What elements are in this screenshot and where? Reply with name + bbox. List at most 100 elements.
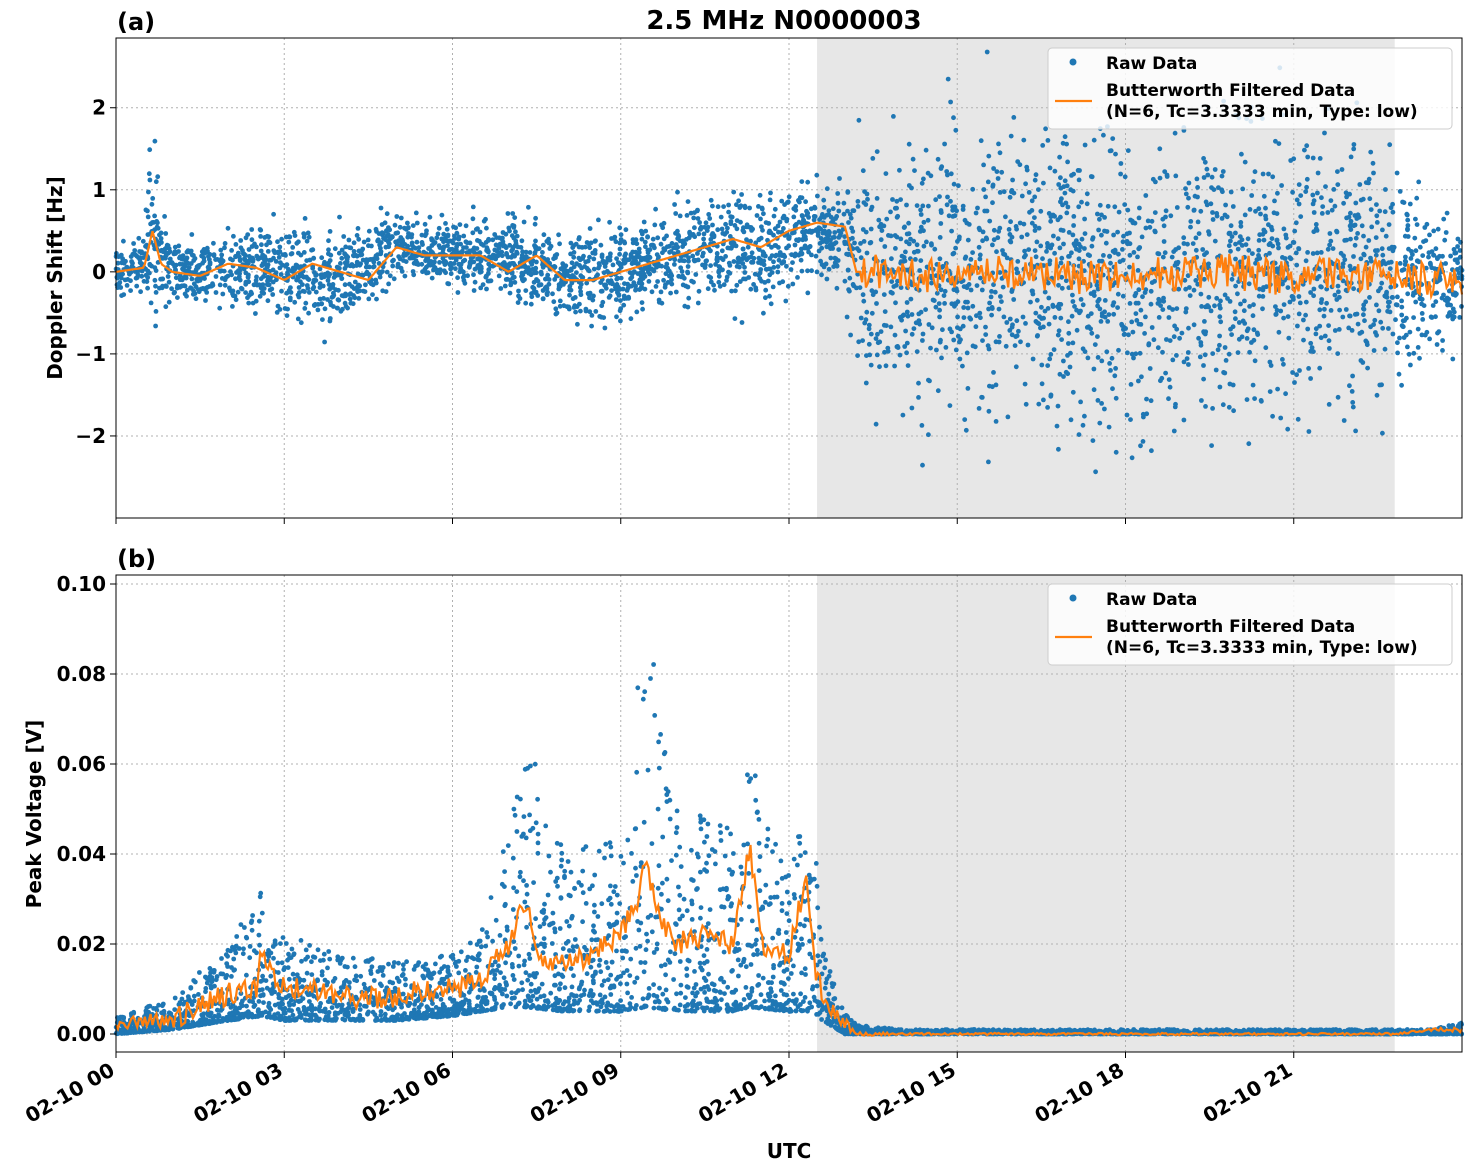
raw-data-point xyxy=(1106,312,1112,317)
raw-data-point xyxy=(615,275,621,281)
raw-data-point xyxy=(991,282,996,288)
raw-data-point xyxy=(1293,250,1299,256)
raw-data-point xyxy=(1202,319,1207,324)
raw-data-point xyxy=(245,232,251,238)
raw-data-point xyxy=(511,223,517,229)
y-tick-label: 1 xyxy=(92,178,106,202)
raw-data-point xyxy=(617,225,623,231)
raw-data-point xyxy=(1144,396,1149,402)
raw-data-point xyxy=(826,266,832,272)
raw-data-point xyxy=(278,272,284,277)
raw-data-point xyxy=(845,190,851,195)
raw-data-point xyxy=(1348,267,1354,273)
raw-data-point xyxy=(245,274,251,280)
raw-data-point xyxy=(1134,318,1140,323)
raw-data-point xyxy=(158,236,164,241)
raw-data-point xyxy=(277,265,283,271)
raw-data-point xyxy=(737,205,743,210)
raw-data-point xyxy=(152,277,158,283)
raw-data-point xyxy=(470,248,475,253)
raw-data-point xyxy=(222,282,228,288)
raw-data-point xyxy=(546,277,552,282)
raw-data-point xyxy=(761,211,766,217)
raw-data-point xyxy=(1185,273,1191,279)
raw-data-point xyxy=(304,283,310,288)
raw-data-point xyxy=(309,972,315,977)
raw-data-point xyxy=(1351,146,1357,152)
raw-data-point xyxy=(772,206,778,212)
raw-data-point xyxy=(1413,248,1419,254)
raw-data-point xyxy=(284,313,290,318)
raw-data-point xyxy=(680,244,685,250)
raw-data-point xyxy=(1140,411,1146,417)
raw-data-point xyxy=(979,394,984,400)
raw-data-point xyxy=(918,207,923,213)
raw-data-point xyxy=(903,328,908,334)
raw-data-point xyxy=(220,258,226,264)
raw-data-point xyxy=(1293,220,1299,226)
raw-data-point xyxy=(1166,396,1171,402)
raw-data-point xyxy=(1325,210,1331,215)
raw-data-point xyxy=(629,261,635,266)
raw-data-point xyxy=(714,257,720,262)
raw-data-point xyxy=(326,247,331,253)
raw-data-point xyxy=(1136,378,1141,384)
raw-data-point xyxy=(1457,248,1463,253)
raw-data-point xyxy=(1070,340,1076,346)
raw-data-point xyxy=(830,206,836,212)
raw-data-point xyxy=(892,363,897,369)
raw-data-point xyxy=(805,179,811,185)
raw-data-point xyxy=(1301,337,1306,343)
raw-data-point xyxy=(641,219,647,225)
raw-data-point xyxy=(716,273,722,279)
raw-data-point xyxy=(589,323,594,329)
raw-data-point xyxy=(991,227,997,233)
raw-data-point xyxy=(290,245,296,250)
raw-data-point xyxy=(1330,246,1336,252)
raw-data-point xyxy=(556,232,561,238)
raw-data-point xyxy=(761,262,767,268)
raw-data-point xyxy=(715,204,721,210)
raw-data-point xyxy=(1317,365,1323,371)
raw-data-point xyxy=(629,274,635,280)
raw-data-point xyxy=(950,207,956,213)
raw-data-point xyxy=(1235,291,1240,297)
raw-data-point xyxy=(383,289,389,294)
raw-data-point xyxy=(1451,309,1457,315)
raw-data-point xyxy=(976,244,982,250)
raw-data-point xyxy=(169,286,175,292)
raw-data-point xyxy=(553,306,559,312)
raw-data-point xyxy=(916,311,922,317)
raw-data-point xyxy=(617,251,622,257)
raw-data-point xyxy=(662,284,668,290)
raw-data-point xyxy=(1245,326,1251,332)
raw-data-point xyxy=(748,225,754,230)
raw-data-point xyxy=(956,183,961,189)
raw-data-point xyxy=(811,217,817,223)
raw-data-point xyxy=(1091,289,1097,295)
raw-data-point xyxy=(1065,159,1070,165)
raw-data-point xyxy=(866,326,872,332)
raw-data-point xyxy=(1308,290,1313,295)
raw-data-point xyxy=(1315,170,1321,176)
raw-data-point xyxy=(258,248,264,254)
raw-data-point xyxy=(1251,302,1256,308)
raw-data-point xyxy=(726,202,731,208)
raw-data-point xyxy=(1091,387,1097,393)
raw-data-point xyxy=(351,253,356,258)
raw-data-point xyxy=(1272,198,1277,204)
raw-data-point xyxy=(889,279,895,284)
raw-data-point xyxy=(772,226,778,232)
raw-data-point xyxy=(437,260,442,265)
raw-data-point xyxy=(1022,248,1027,254)
raw-data-point xyxy=(1257,286,1262,292)
raw-data-point xyxy=(1274,307,1280,313)
raw-data-point xyxy=(409,242,415,248)
raw-data-point xyxy=(816,225,822,231)
raw-data-point xyxy=(1292,380,1297,385)
raw-data-point xyxy=(1136,287,1142,293)
raw-data-point xyxy=(490,237,496,243)
raw-data-point xyxy=(598,1004,604,1010)
raw-data-point xyxy=(691,215,697,221)
raw-data-point xyxy=(264,242,269,248)
